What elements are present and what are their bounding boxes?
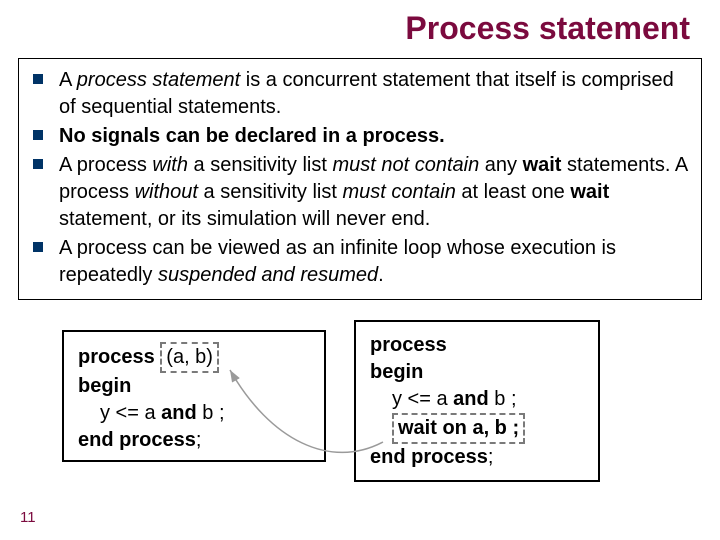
text-italic: with — [152, 154, 188, 176]
text: at least one — [456, 181, 571, 203]
code-line: begin — [370, 359, 584, 386]
bullet-item: A process statement is a concurrent stat… — [59, 67, 689, 121]
code-line: y <= a and b ; — [78, 400, 310, 427]
square-bullet-icon — [33, 242, 43, 252]
kw: wait on a, b ; — [398, 417, 519, 439]
slide-title: Process statement — [405, 10, 690, 47]
text-italic: suspended and resumed — [158, 264, 378, 286]
bullet-item: A process with a sensitivity list must n… — [59, 152, 689, 233]
text: . — [378, 264, 384, 286]
code-line: process — [370, 332, 584, 359]
bullet-item: A process can be viewed as an infinite l… — [59, 235, 689, 289]
code: y <= a — [392, 388, 453, 410]
square-bullet-icon — [33, 130, 43, 140]
content-box: A process statement is a concurrent stat… — [18, 58, 702, 300]
text: a sensitivity list — [198, 181, 342, 203]
kw: begin — [78, 375, 131, 397]
text-bold: wait — [570, 181, 609, 203]
code-block-right: process begin y <= a and b ; wait on a, … — [354, 320, 600, 482]
kw: and — [161, 402, 197, 424]
bullet-item: No signals can be declared in a process. — [59, 123, 689, 150]
kw: begin — [370, 361, 423, 383]
code-block-left: process (a, b) begin y <= a and b ; end … — [62, 330, 326, 462]
text: statement, or its simulation will never … — [59, 208, 430, 230]
square-bullet-icon — [33, 74, 43, 84]
text: A — [59, 69, 77, 91]
code: b ; — [197, 402, 225, 424]
code-line: end process; — [78, 427, 310, 454]
kw: end process — [370, 446, 488, 468]
code-line: end process; — [370, 444, 584, 471]
text-italic: without — [135, 181, 198, 203]
wait-box: wait on a, b ; — [392, 413, 525, 444]
code: ; — [488, 446, 494, 468]
square-bullet-icon — [33, 159, 43, 169]
text-italic: must not contain — [332, 154, 479, 176]
text-italic: must contain — [342, 181, 455, 203]
text-bold: wait — [523, 154, 562, 176]
text-bold: No signals can be declared in a process. — [59, 125, 445, 147]
sensitivity-list-box: (a, b) — [160, 342, 219, 373]
page-number: 11 — [20, 509, 36, 526]
code: y <= a — [100, 402, 161, 424]
text: a sensitivity list — [188, 154, 332, 176]
kw: process — [370, 334, 447, 356]
text-italic: process statement — [77, 69, 240, 91]
code-line: wait on a, b ; — [370, 413, 584, 444]
code-line: begin — [78, 373, 310, 400]
text: any — [479, 154, 522, 176]
code: ; — [196, 429, 202, 451]
kw: end process — [78, 429, 196, 451]
code: b ; — [489, 388, 517, 410]
kw: process — [78, 346, 155, 368]
code-line: process (a, b) — [78, 342, 310, 373]
kw: and — [453, 388, 489, 410]
slide: Process statement A process statement is… — [0, 0, 720, 540]
text: A process — [59, 154, 152, 176]
code-line: y <= a and b ; — [370, 386, 584, 413]
